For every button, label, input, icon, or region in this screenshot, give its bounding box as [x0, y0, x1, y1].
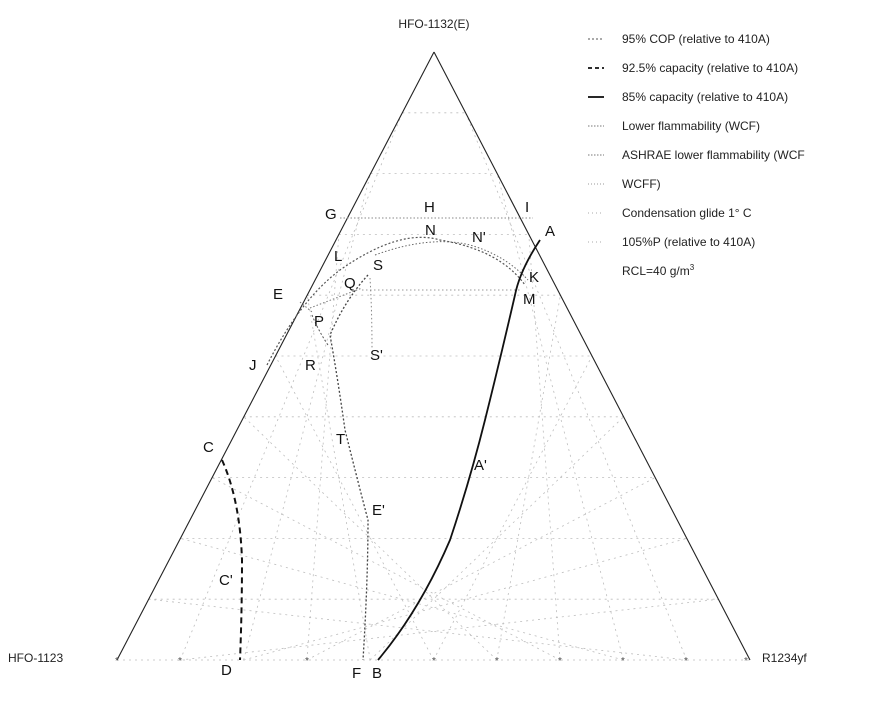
curve-n-k	[375, 242, 528, 280]
tick-mark: *	[684, 656, 688, 667]
point-label-eprime: E'	[372, 502, 385, 519]
point-label-a: A	[545, 223, 555, 240]
point-label-h: H	[424, 199, 435, 216]
legend-label-ashrae-flam: ASHRAE lower flammability (WCF	[622, 148, 805, 162]
curve-a-b	[378, 240, 540, 660]
ternary-grid	[117, 113, 750, 660]
grid-line-right-diagonal	[180, 599, 718, 660]
point-label-g: G	[325, 206, 337, 223]
point-label-f: F	[352, 665, 361, 682]
point-label-b: B	[372, 665, 382, 682]
legend-label-wcff: WCFF)	[622, 177, 661, 191]
legend-label-lower-flam: Lower flammability (WCF)	[622, 119, 760, 133]
line-s-sprime	[370, 278, 372, 350]
grid-line-left-diagonal	[276, 356, 434, 660]
point-label-q: Q	[344, 275, 356, 292]
grid-line-right-diagonal	[434, 356, 593, 660]
legend-label-cap925: 92.5% capacity (relative to 410A)	[622, 61, 798, 75]
vertex-label-top: HFO-1132(E)	[398, 17, 469, 31]
legend-label-p105: 105%P (relative to 410A)	[622, 235, 755, 249]
point-label-c: C	[203, 439, 214, 456]
point-label-n: N	[425, 222, 436, 239]
point-label-r: R	[305, 357, 316, 374]
legend-label-rcl: RCL=40 g/m3	[622, 263, 695, 278]
grid-line-right-diagonal	[370, 417, 623, 660]
point-label-p: P	[314, 313, 324, 330]
tick-mark: *	[621, 656, 625, 667]
point-label-aprime: A'	[474, 457, 487, 474]
tick-mark: *	[178, 656, 182, 667]
point-label-cprime: C'	[219, 572, 233, 589]
bottom-axis-ticks: * * * * * * * * *	[115, 656, 748, 667]
tick-mark: *	[495, 656, 499, 667]
tick-mark: *	[558, 656, 562, 667]
point-label-d: D	[221, 662, 232, 679]
tick-mark: *	[744, 656, 748, 667]
vertex-label-right: R1234yf	[762, 651, 807, 665]
tick-mark: *	[305, 656, 309, 667]
point-label-e: E	[273, 286, 283, 303]
point-labels: G H I A N N' L S K Q M E P J R S' T A' C…	[203, 199, 555, 682]
legend-label-cop95: 95% COP (relative to 410A)	[622, 32, 770, 46]
grid-line-right-diagonal	[244, 538, 687, 660]
point-label-k: K	[529, 269, 539, 286]
vertex-label-left: HFO-1123	[8, 651, 63, 665]
point-label-s: S	[373, 257, 383, 274]
legend-label-cap85: 85% capacity (relative to 410A)	[622, 90, 788, 104]
curve-j-n-k	[267, 237, 525, 365]
tick-mark: *	[115, 656, 119, 667]
legend-label-glide: Condensation glide 1° C	[622, 206, 752, 220]
point-label-m: M	[523, 291, 536, 308]
curve-s-f	[330, 275, 368, 660]
point-label-sprime: S'	[370, 347, 383, 364]
point-label-l: L	[334, 248, 342, 265]
legend: 95% COP (relative to 410A) 92.5% capacit…	[588, 32, 805, 278]
curve-c-d	[222, 460, 242, 660]
grid-line-left-diagonal	[149, 599, 687, 660]
point-label-j: J	[249, 357, 257, 374]
grid-line-left-diagonal	[180, 113, 402, 660]
point-label-i: I	[525, 199, 529, 216]
grid-line-left-diagonal	[244, 417, 497, 660]
tick-mark: *	[432, 656, 436, 667]
point-label-nprime: N'	[472, 229, 486, 246]
grid-line-right-diagonal	[466, 113, 687, 660]
point-label-t: T	[336, 431, 345, 448]
